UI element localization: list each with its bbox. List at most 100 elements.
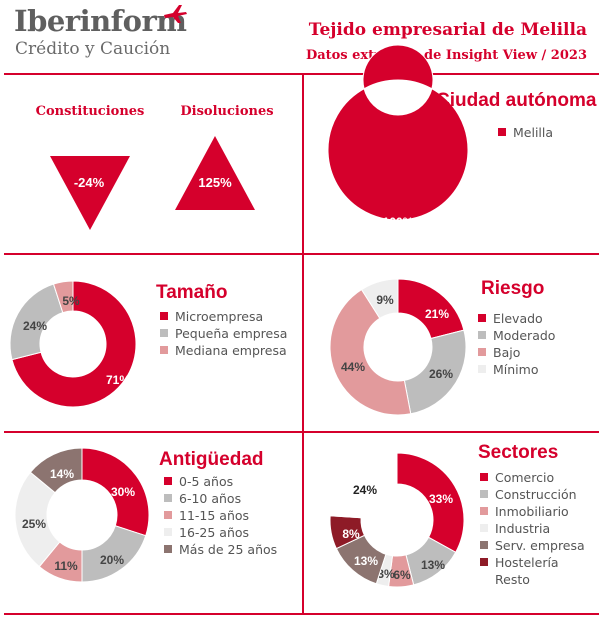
legend-label: Resto — [495, 572, 530, 587]
legend-label: Bajo — [493, 345, 521, 360]
divider — [4, 73, 599, 75]
pie-slice-4-6 — [329, 452, 398, 519]
legend-item-2-0: Elevado — [478, 312, 543, 326]
legend-label: Industria — [495, 521, 551, 536]
legend-item-3-1: 6-10 años — [164, 492, 241, 506]
legend-item-1-1: Pequeña empresa — [160, 327, 287, 341]
data-label-3-1: 20% — [100, 553, 124, 567]
legend-swatch — [480, 558, 488, 566]
legend-item-2-2: Bajo — [478, 346, 520, 360]
legend-swatch — [160, 312, 168, 320]
legend-swatch — [164, 528, 172, 536]
divider — [4, 431, 599, 433]
legend-label: 11-15 años — [179, 508, 250, 523]
chart-title-sectores: Sectores — [478, 442, 559, 463]
legend-swatch — [480, 473, 488, 481]
legend-label: Pequeña empresa — [175, 326, 288, 341]
down-triangle-icon: -24% — [50, 156, 130, 230]
legend-item-0-0: Melilla — [498, 126, 553, 140]
legend-label: Más de 25 años — [179, 542, 278, 557]
chart-title-riesgo: Riesgo — [481, 278, 545, 299]
pie-slice-0-0 — [327, 44, 469, 221]
legend-item-2-3: Mínimo — [478, 363, 538, 377]
pie-slice-4-0 — [396, 452, 465, 553]
up-triangle-icon: 125% — [175, 136, 255, 210]
legend-label: Mínimo — [493, 362, 539, 377]
legend-swatch — [480, 507, 488, 515]
data-label-3-2: 11% — [54, 559, 78, 573]
data-label-4-2: 6% — [393, 568, 411, 582]
divider — [4, 613, 599, 615]
data-label-4-1: 13% — [421, 558, 445, 572]
indicator-value-disoluciones: 125% — [198, 175, 232, 190]
chart-title-antiguedad: Antigüedad — [159, 449, 264, 470]
logo-tagline: Crédito y Caución — [15, 39, 171, 59]
legend-swatch — [164, 494, 172, 502]
legend-swatch — [480, 524, 488, 532]
data-label-4-0: 33% — [429, 492, 453, 506]
indicator-label-disoluciones: Disoluciones — [180, 104, 274, 119]
legend-item-4-4: Serv. empresa — [480, 539, 585, 553]
data-label-4-4: 13% — [354, 554, 378, 568]
logo-wordmark: Iberinform — [14, 4, 187, 38]
legend-label: Mediana empresa — [175, 343, 287, 358]
pie-slice-1-0 — [11, 280, 137, 408]
legend-swatch — [498, 128, 506, 136]
legend-item-4-2: Inmobiliario — [480, 505, 569, 519]
chart-title-ciudad: Ciudad autónoma — [436, 90, 597, 111]
indicator-label-constituciones: Constituciones — [35, 104, 145, 119]
chart-title-tamano: Tamaño — [156, 282, 228, 303]
legend-label: Melilla — [513, 125, 554, 140]
legend-swatch — [478, 331, 486, 339]
legend-label: 16-25 años — [179, 525, 250, 540]
legend-swatch — [164, 477, 172, 485]
legend-label: Comercio — [495, 470, 555, 485]
data-label-1-0: 71% — [106, 373, 130, 387]
pie-slice-2-3 — [360, 278, 399, 319]
legend-label: 6-10 años — [179, 491, 242, 506]
data-label-1-1: 24% — [23, 319, 47, 333]
divider — [302, 73, 304, 615]
legend-label: Hostelería — [495, 555, 559, 570]
legend-swatch — [478, 348, 486, 356]
data-label-4-6: 24% — [353, 483, 377, 497]
legend-item-4-3: Industria — [480, 522, 550, 536]
legend-swatch — [480, 490, 488, 498]
legend-swatch — [478, 365, 486, 373]
legend-item-3-3: 16-25 años — [164, 526, 249, 540]
pie-slice-2-2 — [329, 288, 412, 416]
data-label-2-2: 44% — [341, 360, 365, 374]
pie-slice-2-1 — [403, 329, 467, 415]
page-title: Tejido empresarial de Melilla — [308, 20, 587, 40]
legend-item-2-1: Moderado — [478, 329, 555, 343]
plane-logo-icon — [164, 5, 187, 23]
legend-label: Microempresa — [175, 309, 264, 324]
legend-swatch — [480, 575, 488, 583]
data-label-2-1: 26% — [429, 367, 453, 381]
data-label-3-4: 14% — [50, 467, 74, 481]
data-label-3-3: 25% — [22, 517, 46, 531]
pie-slice-3-0 — [81, 447, 150, 537]
legend-item-4-1: Construcción — [480, 488, 577, 502]
legend-item-3-0: 0-5 años — [164, 475, 233, 489]
data-label-2-0: 21% — [425, 307, 449, 321]
data-label-4-3: 3% — [377, 567, 395, 581]
pie-slice-3-4 — [29, 447, 83, 494]
legend-item-4-6: Resto — [480, 573, 530, 587]
legend-swatch — [160, 346, 168, 354]
legend-item-1-0: Microempresa — [160, 310, 263, 324]
legend-swatch — [480, 541, 488, 549]
legend-label: Construcción — [495, 487, 577, 502]
legend-swatch — [164, 511, 172, 519]
legend-item-3-2: 11-15 años — [164, 509, 249, 523]
indicator-value-constituciones: -24% — [74, 175, 105, 190]
legend-label: Serv. empresa — [495, 538, 585, 553]
legend-swatch — [164, 545, 172, 553]
legend-label: 0-5 años — [179, 474, 234, 489]
legend-item-3-4: Más de 25 años — [164, 543, 277, 557]
legend-label: Moderado — [493, 328, 556, 343]
data-label-3-0: 30% — [111, 485, 135, 499]
data-label-2-3: 9% — [376, 293, 394, 307]
legend-item-4-5: Hostelería — [480, 556, 559, 570]
